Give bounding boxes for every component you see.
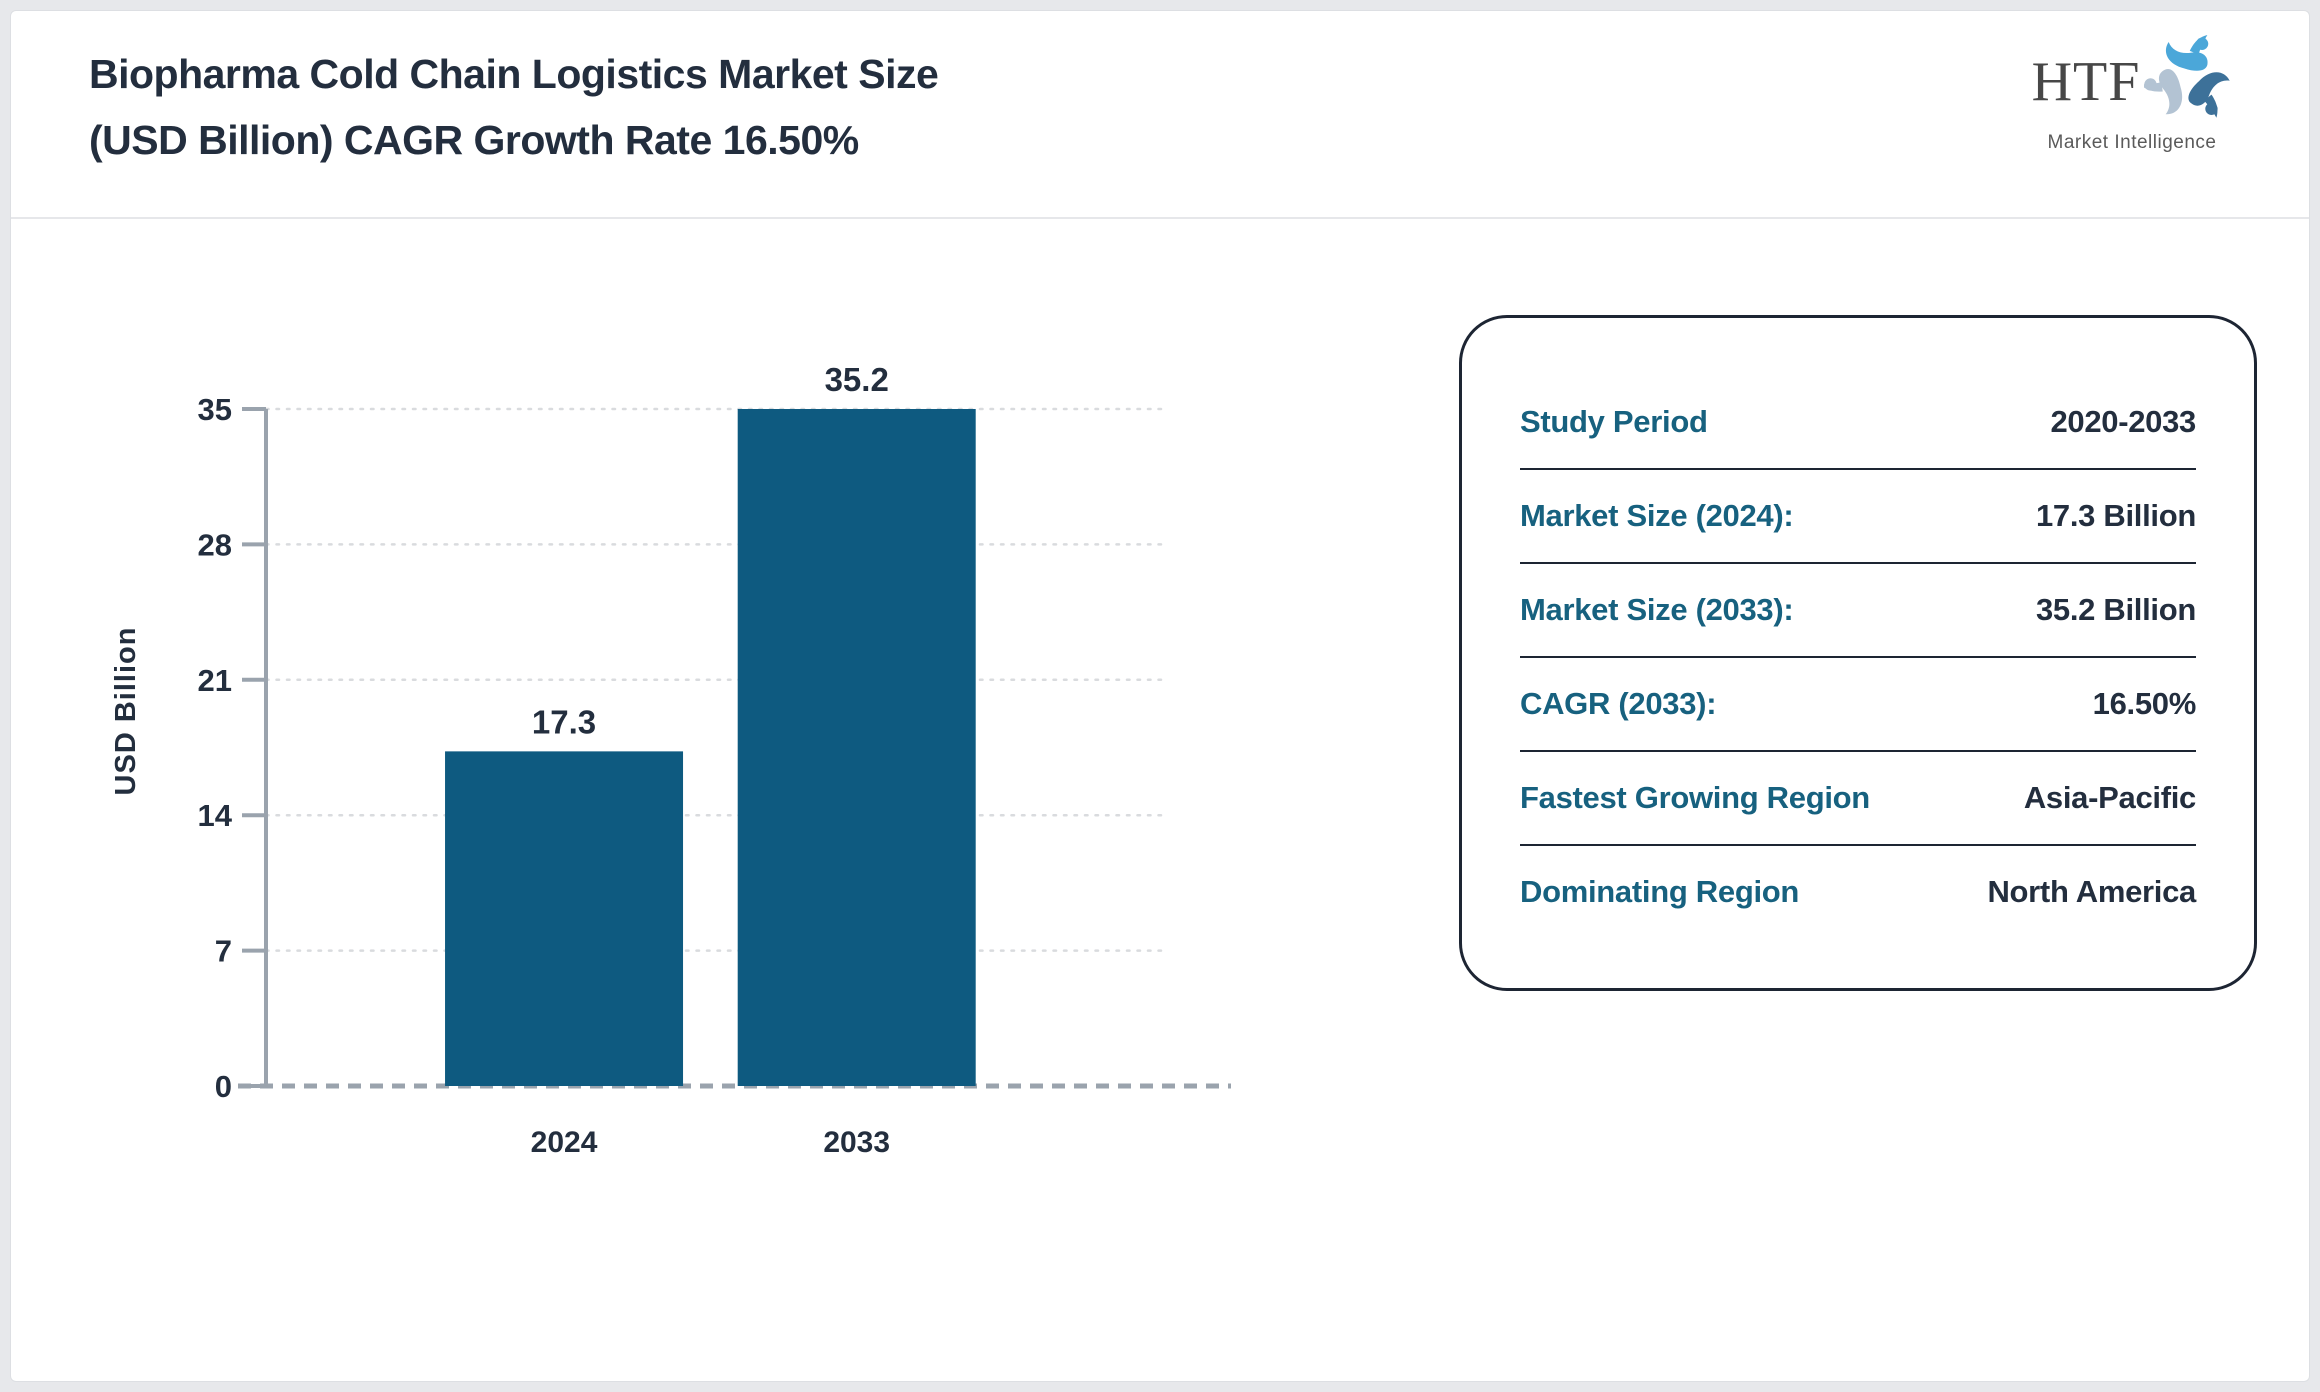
stat-row-fastest-growing-region: Fastest Growing Region Asia-Pacific (1520, 752, 2196, 844)
stat-label: Dominating Region (1520, 874, 1800, 909)
bar-value-label: 17.3 (532, 703, 596, 740)
stat-row-cagr: CAGR (2033): 16.50% (1520, 658, 2196, 750)
stat-row-market-size-2024: Market Size (2024): 17.3 Billion (1520, 470, 2196, 562)
htf-swirl-icon (2140, 33, 2232, 130)
y-tick-label: 7 (215, 934, 232, 969)
bar (445, 751, 684, 1086)
row-divider (1520, 844, 2196, 846)
y-tick-label: 14 (198, 798, 233, 833)
stat-label: CAGR (2033): (1520, 686, 1717, 721)
stat-row-market-size-2033: Market Size (2033): 35.2 Billion (1520, 564, 2196, 656)
row-divider (1520, 468, 2196, 470)
header: Biopharma Cold Chain Logistics Market Si… (11, 11, 2309, 219)
bar-chart-svg: 0 7 14 21 28 35 17.3 2024 35.2 2033 USD Billion (110, 361, 1233, 1159)
htf-logo: HTF (2007, 33, 2257, 154)
page-title: Biopharma Cold Chain Logistics Market Si… (89, 41, 939, 173)
stat-label: Market Size (2033): (1520, 592, 1794, 627)
page-title-line1: Biopharma Cold Chain Logistics Market Si… (89, 51, 939, 97)
htf-logo-row: HTF (2007, 33, 2257, 130)
row-divider (1520, 750, 2196, 752)
y-tick-label: 21 (198, 663, 232, 698)
stat-row-study-period: Study Period 2020-2033 (1520, 376, 2196, 468)
bar (737, 409, 976, 1086)
stat-row-dominating-region: Dominating Region North America (1520, 846, 2196, 938)
x-category-label: 2024 (531, 1126, 598, 1159)
stat-label: Fastest Growing Region (1520, 780, 1870, 815)
report-card: Biopharma Cold Chain Logistics Market Si… (10, 10, 2310, 1382)
bar-chart: 0 7 14 21 28 35 17.3 2024 35.2 2033 USD Billion (110, 311, 1233, 1211)
htf-logo-subtext: Market Intelligence (2047, 132, 2217, 153)
stat-label: Study Period (1520, 404, 1708, 439)
htf-logo-text: HTF (2031, 50, 2141, 113)
page-title-line2: (USD Billion) CAGR Growth Rate 16.50% (89, 117, 859, 163)
row-divider (1520, 656, 2196, 658)
row-divider (1520, 562, 2196, 564)
y-tick-label: 0 (215, 1069, 232, 1104)
stat-value: 16.50% (2092, 686, 2197, 721)
y-axis-title: USD Billion (111, 627, 142, 796)
stat-label: Market Size (2024): (1520, 498, 1794, 533)
stat-value: 2020-2033 (2050, 404, 2196, 439)
bar-value-label: 35.2 (825, 361, 889, 398)
stat-value: 35.2 Billion (2035, 592, 2196, 627)
stat-value: Asia-Pacific (2023, 780, 2196, 815)
stat-value: 17.3 Billion (2035, 498, 2196, 533)
y-tick-label: 35 (198, 392, 232, 427)
stat-value: North America (1987, 874, 2196, 909)
x-category-label: 2033 (823, 1126, 890, 1159)
y-tick-label: 28 (198, 527, 232, 562)
key-stats-panel: Study Period 2020-2033 Market Size (2024… (1459, 315, 2257, 991)
